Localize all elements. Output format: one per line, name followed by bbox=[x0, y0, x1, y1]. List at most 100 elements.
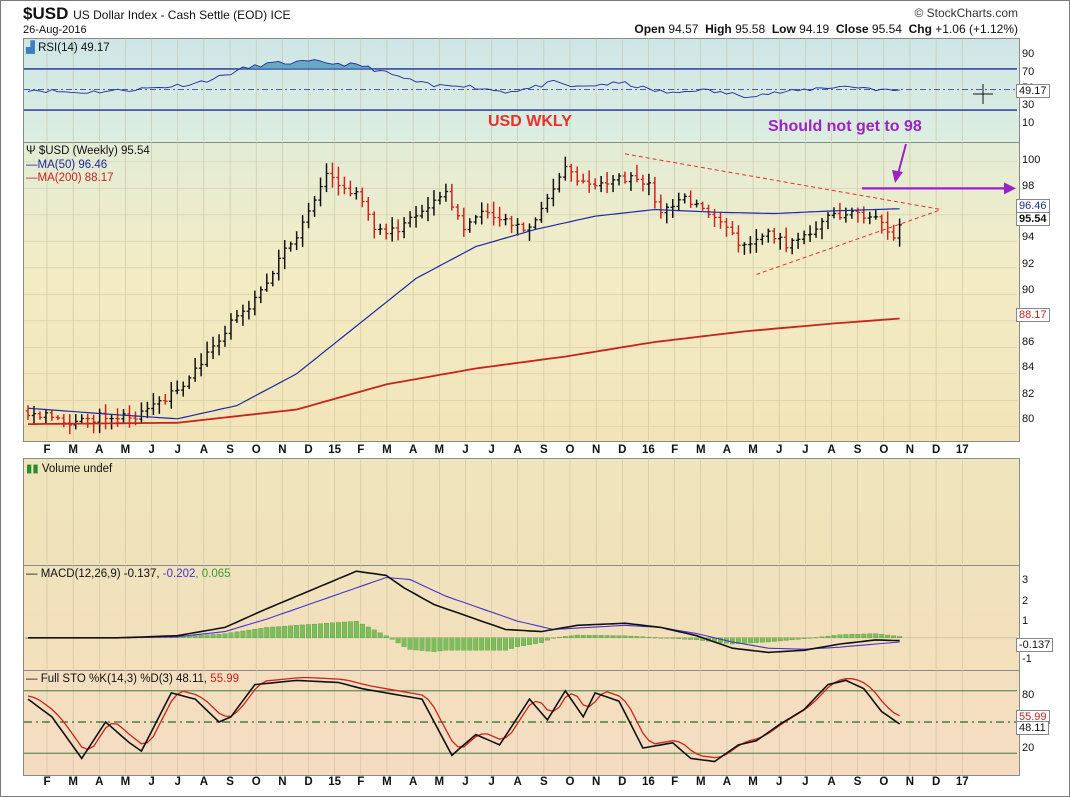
macd-histogram-bar bbox=[467, 637, 473, 651]
price-bar bbox=[718, 211, 723, 229]
macd-tick: -1 bbox=[1022, 653, 1032, 665]
price-bar bbox=[545, 193, 550, 213]
price-bar bbox=[778, 232, 783, 250]
low-label: Low bbox=[771, 22, 796, 36]
price-bar bbox=[533, 217, 538, 230]
macd-histogram-bar bbox=[891, 635, 897, 638]
macd-histogram-bar bbox=[389, 637, 395, 640]
price-tick: 82 bbox=[1022, 388, 1035, 400]
macd-histogram-bar bbox=[186, 635, 192, 638]
sto-panel bbox=[23, 670, 1020, 776]
month-label: J bbox=[462, 776, 469, 788]
close-value: 95.54 bbox=[871, 22, 902, 36]
macd-tick: 1 bbox=[1022, 615, 1029, 627]
sto-k-line bbox=[27, 679, 901, 763]
month-label: A bbox=[95, 776, 104, 788]
price-bar bbox=[192, 357, 198, 382]
month-label: A bbox=[199, 776, 209, 788]
month-label: J bbox=[488, 444, 495, 456]
price-bar bbox=[539, 201, 544, 223]
sto-tick: 20 bbox=[1022, 742, 1035, 754]
price-bar bbox=[25, 405, 31, 420]
price-bar bbox=[425, 196, 431, 222]
month-label: J bbox=[148, 776, 155, 788]
rsi-icon: ▟ bbox=[26, 42, 35, 54]
price-tick: 100 bbox=[1022, 154, 1041, 166]
price-label: Ψ $USD (Weekly) 95.54 bbox=[26, 145, 150, 157]
macd-tick: 3 bbox=[1022, 574, 1029, 586]
price-bar bbox=[73, 414, 78, 430]
price-bar bbox=[646, 173, 652, 196]
macd-histogram-bar bbox=[688, 637, 694, 640]
month-label: O bbox=[565, 776, 575, 788]
month-label: F bbox=[671, 444, 679, 456]
month-label: A bbox=[513, 444, 522, 456]
month-label: J bbox=[488, 776, 495, 788]
macd-histogram-bar bbox=[544, 637, 550, 641]
macd-histogram-bar bbox=[765, 637, 771, 643]
month-label: O bbox=[251, 444, 261, 456]
macd-icon: — bbox=[26, 568, 38, 580]
macd-histogram-bar bbox=[419, 637, 425, 651]
month-label: D bbox=[618, 776, 627, 788]
macd-histogram-bar bbox=[550, 637, 556, 639]
macd-histogram-bar bbox=[670, 637, 676, 639]
macd-histogram-bar bbox=[556, 636, 562, 638]
price-bar bbox=[742, 242, 747, 255]
macd-histogram-bar bbox=[676, 637, 682, 639]
price-bar bbox=[515, 218, 520, 236]
low-value: 94.19 bbox=[799, 22, 830, 36]
price-bar bbox=[366, 196, 371, 221]
month-label: S bbox=[853, 776, 862, 788]
macd-histogram-bar bbox=[347, 621, 353, 638]
ohlc-readout: Open 94.57 High 95.58 Low 94.19 Close 95… bbox=[634, 22, 1018, 36]
month-label: F bbox=[43, 444, 51, 456]
macd-histogram-bar bbox=[318, 623, 323, 638]
macd-histogram-bar bbox=[198, 635, 204, 638]
month-label: N bbox=[278, 444, 287, 456]
price-bar bbox=[210, 336, 216, 360]
macd-histogram-bar bbox=[359, 623, 365, 638]
macd-histogram-bar bbox=[300, 624, 306, 638]
macd-histogram-bar bbox=[258, 628, 264, 638]
price-bar bbox=[389, 217, 395, 242]
macd-histogram-bar bbox=[341, 621, 347, 638]
price-bar bbox=[801, 230, 807, 245]
month-label: J bbox=[802, 444, 809, 456]
month-label: 16 bbox=[642, 776, 655, 788]
macd-histogram-bar bbox=[759, 637, 765, 643]
price-bar bbox=[795, 232, 801, 249]
price-tick: 86 bbox=[1022, 336, 1035, 348]
high-value: 95.58 bbox=[735, 22, 766, 36]
macd-histogram-bar bbox=[371, 629, 377, 638]
macd-histogram-bar bbox=[449, 637, 455, 651]
month-label: A bbox=[408, 444, 418, 456]
ticker-symbol: $USD bbox=[23, 4, 69, 23]
month-label: O bbox=[879, 444, 889, 456]
macd-histogram-bar bbox=[783, 637, 789, 641]
price-bar bbox=[622, 171, 628, 184]
price-bar bbox=[897, 218, 902, 247]
price-bar bbox=[419, 204, 425, 219]
price-bar bbox=[867, 211, 872, 225]
month-label: N bbox=[591, 444, 601, 456]
price-bar bbox=[222, 325, 228, 347]
macd-histogram-bar bbox=[843, 634, 849, 638]
month-label: F bbox=[357, 444, 365, 456]
macd-histogram-bar bbox=[801, 637, 807, 639]
macd-histogram-bar bbox=[533, 637, 538, 644]
chg-value: +1.06 (+1.12%) bbox=[935, 22, 1018, 36]
note-pointer-line bbox=[897, 143, 907, 175]
macd-histogram-bar bbox=[294, 625, 300, 638]
sto-d-line bbox=[27, 676, 900, 759]
price-bar bbox=[372, 211, 377, 239]
price-tick: 92 bbox=[1022, 258, 1035, 270]
price-bar bbox=[258, 286, 264, 304]
month-label: D bbox=[304, 444, 313, 456]
price-bar bbox=[479, 202, 484, 225]
macd-histogram-bar bbox=[497, 637, 503, 651]
macd-histogram-bar bbox=[473, 637, 479, 651]
macd-histogram-bar bbox=[270, 626, 276, 638]
month-label: M bbox=[695, 776, 706, 788]
month-label: N bbox=[591, 776, 601, 788]
